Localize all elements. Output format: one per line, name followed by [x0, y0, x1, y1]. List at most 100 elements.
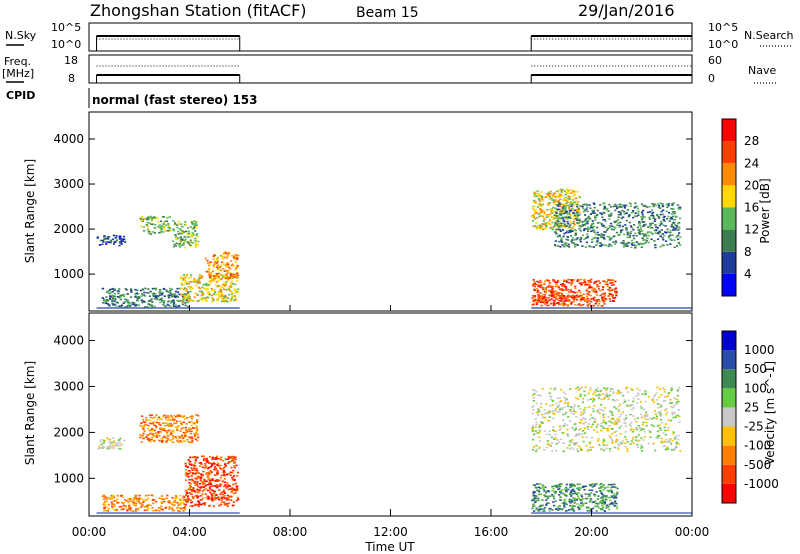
data-cell — [124, 301, 127, 303]
data-cell — [544, 303, 547, 305]
data-cell — [603, 299, 606, 302]
data-cell — [601, 393, 604, 395]
data-cell — [570, 240, 573, 243]
data-cell — [204, 493, 207, 495]
data-cell — [570, 483, 573, 485]
data-cell — [607, 245, 610, 248]
data-cell — [555, 195, 558, 197]
data-cell — [578, 504, 581, 507]
data-cell — [539, 284, 542, 286]
data-cell — [236, 274, 240, 277]
data-cell — [141, 502, 144, 504]
data-cell — [532, 220, 535, 222]
data-cell — [674, 398, 677, 400]
data-cell — [195, 432, 198, 434]
data-cell — [220, 294, 223, 296]
data-cell — [671, 439, 674, 442]
data-cell — [608, 225, 611, 227]
data-cell — [186, 286, 190, 288]
data-cell — [600, 404, 603, 406]
data-cell — [623, 213, 626, 215]
data-cell — [563, 506, 566, 508]
data-cell — [229, 290, 232, 292]
data-cell — [629, 413, 632, 416]
data-cell — [209, 281, 212, 284]
y-tick-label: 2000 — [53, 425, 84, 439]
data-cell — [587, 300, 590, 302]
data-cell — [217, 496, 220, 498]
data-cell — [544, 491, 548, 494]
data-cell — [537, 407, 540, 410]
data-cell — [532, 201, 535, 203]
data-cell — [615, 420, 618, 423]
data-cell — [620, 242, 623, 244]
data-cell — [654, 232, 657, 234]
data-cell — [620, 204, 623, 206]
data-cell — [621, 209, 624, 212]
data-cell — [211, 500, 214, 502]
data-cell — [587, 392, 590, 395]
data-cell — [230, 272, 233, 275]
data-cell — [191, 232, 194, 234]
data-cell — [173, 302, 176, 304]
data-cell — [564, 488, 567, 490]
data-cell — [231, 488, 234, 490]
data-cell — [558, 507, 561, 510]
data-cell — [162, 303, 165, 306]
data-cell — [187, 499, 190, 501]
data-cell — [608, 435, 611, 437]
data-cell — [200, 487, 203, 489]
data-cell — [538, 508, 541, 511]
data-cell — [176, 501, 179, 504]
data-cell — [203, 478, 206, 481]
data-cell — [596, 503, 599, 505]
data-cell — [148, 222, 151, 224]
data-cell — [669, 398, 672, 401]
data-cell — [553, 497, 556, 500]
data-cell — [176, 296, 180, 298]
data-cell — [612, 391, 615, 393]
data-cell — [541, 510, 544, 512]
data-cell — [577, 450, 580, 453]
data-cell — [663, 388, 666, 391]
data-cell — [585, 502, 588, 504]
data-cell — [185, 500, 188, 502]
data-cell — [146, 509, 149, 511]
data-cell — [634, 205, 637, 208]
data-cell — [612, 495, 615, 497]
data-cell — [641, 446, 644, 448]
data-cell — [597, 411, 600, 414]
data-cell — [678, 415, 681, 418]
data-cell — [641, 393, 644, 395]
data-cell — [623, 207, 626, 209]
data-cell — [112, 234, 115, 237]
data-cell — [571, 493, 574, 495]
data-cell — [172, 240, 175, 242]
data-cell — [569, 224, 572, 226]
data-cell — [220, 285, 223, 288]
data-cell — [555, 302, 559, 304]
data-cell — [590, 426, 593, 428]
data-cell — [233, 289, 236, 291]
data-cell — [656, 227, 659, 229]
data-cell — [230, 280, 234, 283]
data-cell — [181, 225, 184, 228]
data-cell — [543, 296, 546, 298]
data-cell — [577, 222, 581, 224]
data-cell — [584, 282, 588, 284]
data-cell — [189, 244, 192, 246]
data-cell — [196, 433, 199, 436]
data-cell — [675, 445, 678, 447]
data-cell — [546, 442, 549, 445]
data-cell — [228, 457, 231, 459]
data-cell — [584, 485, 587, 488]
data-cell — [176, 440, 179, 442]
data-cell — [598, 393, 601, 396]
data-cell — [163, 414, 166, 417]
data-cell — [545, 499, 548, 501]
data-cell — [179, 430, 182, 432]
data-cell — [547, 497, 550, 499]
data-cell — [105, 496, 108, 498]
data-cell — [588, 500, 591, 503]
data-cell — [570, 205, 573, 207]
